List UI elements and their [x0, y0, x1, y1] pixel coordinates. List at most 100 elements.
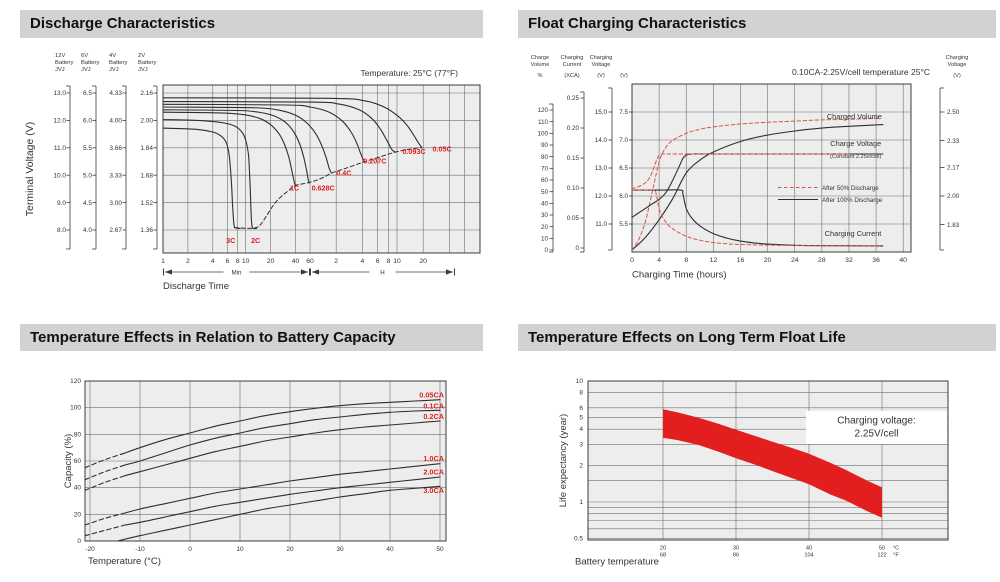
- scale-tick-label: 8.0: [57, 227, 66, 234]
- curve-label-3C: 3C: [226, 236, 235, 245]
- x-tick-label: -10: [135, 546, 145, 553]
- series-charged-volume-50pct: [631, 117, 880, 251]
- x-tick-label: 2: [186, 258, 190, 265]
- series-label: Charge Voltage: [830, 139, 881, 148]
- scale-tick-label: 2.67: [109, 227, 122, 234]
- x-tick-label: 50: [436, 546, 444, 553]
- condition-note: 0.10CA-2.25V/cell temperature 25°C: [792, 67, 930, 77]
- x-tick-label: 16: [737, 257, 745, 264]
- x-tick-label: 28: [818, 257, 826, 264]
- x-tick-label: 24: [791, 257, 799, 264]
- y-tick-label: 0.5: [574, 535, 583, 542]
- discharge-curve-0.093C: [162, 101, 396, 153]
- capacity-curve-2.0CA: [124, 476, 441, 526]
- temperature-note: Temperature: 25°C (77°F): [360, 68, 458, 78]
- scale-tick-label: 11.0: [54, 145, 67, 152]
- scale-tick-label: 1.68: [140, 172, 153, 179]
- scale-tick-label: 1.84: [140, 145, 153, 152]
- scale-tick-label: 0: [575, 245, 579, 252]
- scale-tick-label: 6.5: [83, 90, 92, 97]
- y-tick-label: 120: [70, 378, 81, 385]
- scale-tick-label: 4.33: [109, 90, 122, 97]
- x-tick-label: 60: [306, 258, 314, 265]
- scale-tick-label: 1.52: [140, 200, 153, 207]
- scale-unit: %: [538, 73, 543, 79]
- x-tick-label: 8: [236, 258, 240, 265]
- scale-tick-label: 1.83: [947, 222, 960, 229]
- legend: After 50% Discharge After 100% Discharge: [778, 185, 883, 204]
- scale-tick-label: 90: [541, 142, 549, 149]
- y-tick-label: 5: [579, 414, 583, 421]
- scale-header: 12V: [55, 53, 65, 59]
- curve-label-0.2CA: 0.2CA: [423, 412, 444, 421]
- y-tick-label: 4: [579, 426, 583, 433]
- scale-tick-label: 110: [538, 119, 549, 126]
- scale-tick-label: 13.0: [595, 165, 608, 172]
- x-tick-label: 20: [764, 257, 772, 264]
- scale-tick-label: 10: [541, 236, 549, 243]
- series-charge-voltage-100pct: [631, 153, 884, 218]
- y-tick-label: 40: [74, 485, 82, 492]
- capacity-curve-2.0CA-dashed: [84, 524, 126, 537]
- y-tick-label: 80: [74, 431, 82, 438]
- x-tick-label-fahrenheit: 104: [804, 553, 813, 559]
- section-title-text: Temperature Effects on Long Term Float L…: [528, 329, 846, 346]
- x-tick-label: 36: [872, 257, 880, 264]
- y-tick-label: 10: [576, 378, 584, 385]
- legend-label: After 100% Discharge: [822, 197, 883, 204]
- arrowhead-right: [301, 269, 308, 275]
- x-tick-label-celsius: 40: [806, 546, 812, 552]
- scale-tick-label: 6.0: [619, 193, 628, 200]
- x-tick-label: 12: [710, 257, 718, 264]
- scale-tick-label: 3.00: [109, 200, 122, 207]
- x-tick-label: 40: [386, 546, 394, 553]
- series-charging-current-50pct: [631, 189, 880, 247]
- capacity-curve-1.0CA-dashed: [84, 512, 126, 526]
- y-tick-label: 60: [74, 458, 82, 465]
- discharge-curve-0.628C: [162, 109, 310, 184]
- annotation-line: Charging voltage:: [837, 416, 915, 427]
- scale-tick-label: 3.66: [109, 145, 122, 152]
- scale-header: Battery: [81, 60, 99, 66]
- capacity-curve-0.1CA-dashed: [84, 464, 126, 481]
- arrowhead-left: [312, 269, 319, 275]
- x-tick-label: 0: [630, 257, 634, 264]
- y-tick-label: 0: [77, 538, 81, 545]
- scale-tick-label: 120: [537, 107, 548, 114]
- axis-section-label: Min: [232, 269, 243, 276]
- scale-tick-label: 13.0: [53, 90, 66, 97]
- scale-tick-label: 2.16: [140, 90, 153, 97]
- plot-border: [84, 380, 447, 542]
- scale-tick-label: 2.50: [947, 109, 960, 116]
- scale-unit: (V): [953, 73, 961, 79]
- scale-tick-label: 0.10: [567, 185, 580, 192]
- section-title-text: Float Charging Characteristics: [528, 15, 747, 32]
- scale-header: Voltage: [592, 62, 611, 68]
- scale-tick-label: 70: [541, 166, 549, 173]
- axis-section-label: H: [380, 269, 384, 276]
- float-life-chart: Charging voltage:2.25V/cell1086543210.52…: [558, 378, 949, 568]
- scale-unit: (XCA): [564, 73, 579, 79]
- scale-header: Volume: [531, 62, 550, 68]
- x-tick-label: 10: [393, 258, 401, 265]
- life-expectancy-band: [663, 409, 882, 518]
- x-tick-label: 32: [845, 257, 853, 264]
- x-axis-title: Temperature (°C): [88, 556, 161, 567]
- discharge-curve-2C: [162, 118, 258, 230]
- curve-label-0.093C: 0.093C: [402, 147, 425, 156]
- discharge-curve-0.207C: [162, 103, 365, 163]
- scale-tick-label: 1.36: [140, 227, 153, 234]
- x-tick-label-celsius: 30: [733, 546, 739, 552]
- scale-header: JVJ: [81, 67, 91, 73]
- x-unit-fahrenheit: °F: [893, 553, 899, 559]
- scale-tick-label: 20: [541, 224, 549, 231]
- x-tick-label-celsius: 20: [660, 546, 666, 552]
- scale-header: 4V: [109, 53, 116, 59]
- capacity-curve-0.2CA-dashed: [84, 475, 126, 491]
- x-tick-label-fahrenheit: 122: [877, 553, 886, 559]
- scale-header: 2V: [138, 53, 145, 59]
- discharge-curve-0.4C: [162, 106, 333, 174]
- discharge-curve-3C: [162, 127, 241, 229]
